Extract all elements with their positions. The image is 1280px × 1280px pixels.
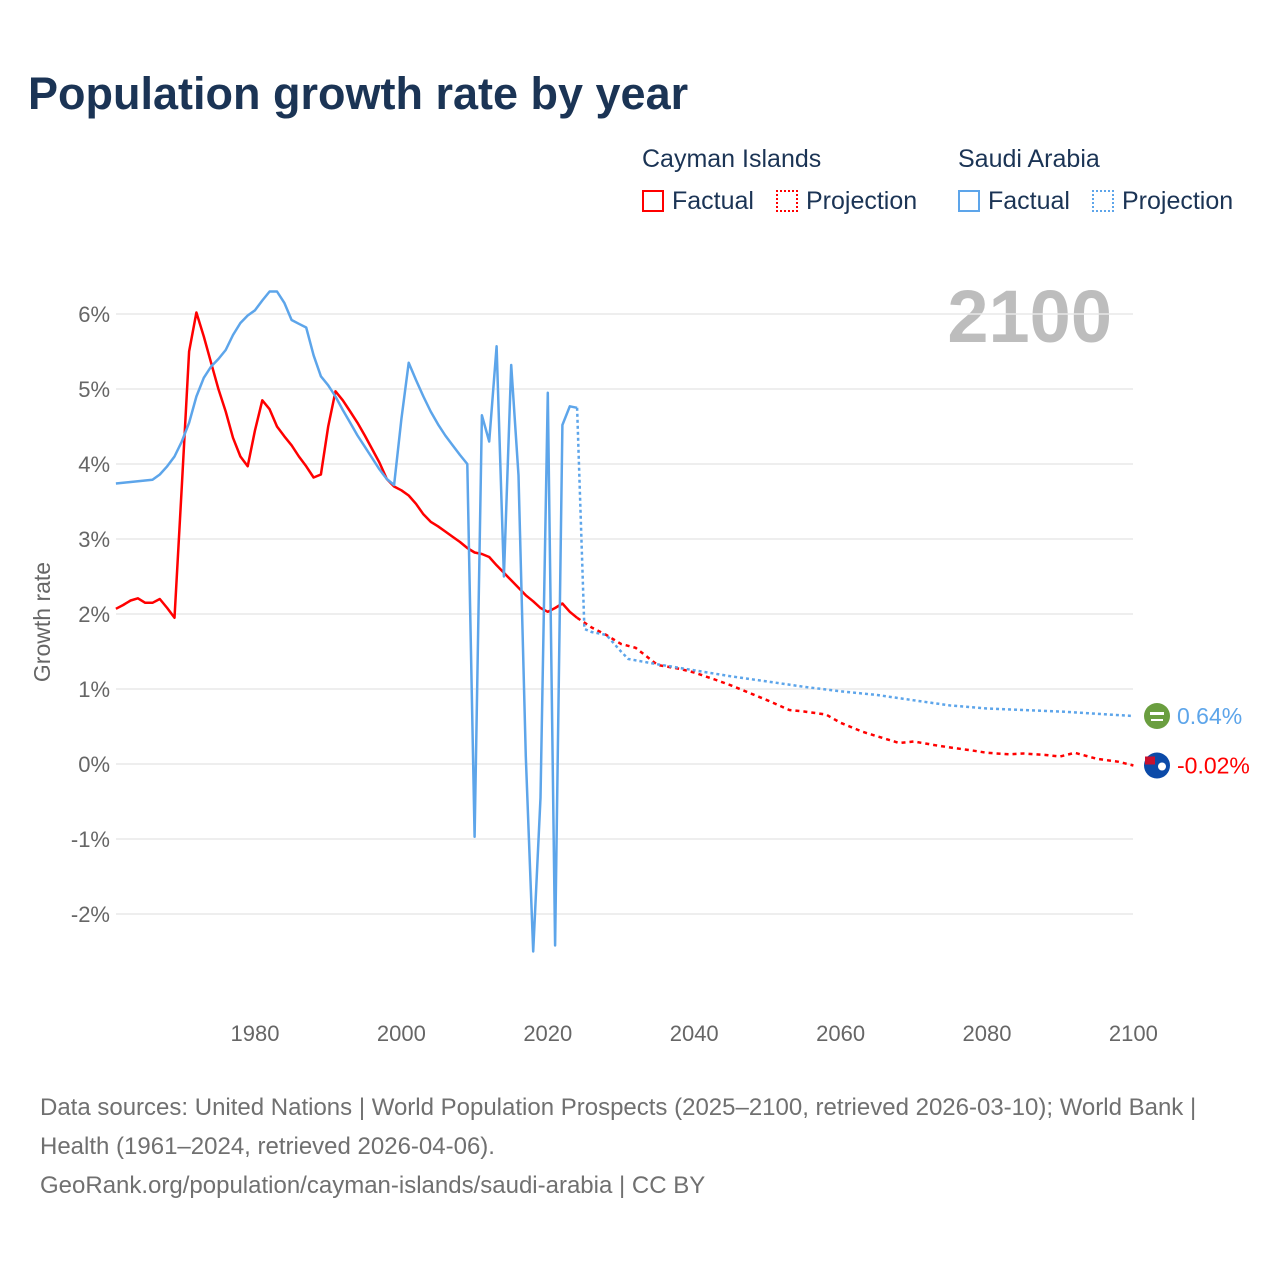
saudi-arabia-end-label: 0.64%	[1177, 703, 1242, 729]
y-tick-label: 1%	[78, 677, 110, 702]
legend-group-saudi: Saudi Arabia	[958, 145, 1100, 173]
legend-label: Projection	[806, 187, 918, 215]
y-tick-label: 2%	[78, 602, 110, 627]
y-tick-label: -1%	[71, 827, 110, 852]
x-tick-label: 2060	[816, 1021, 865, 1046]
cayman-islands-projection-line	[576, 616, 1134, 767]
y-tick-label: 0%	[78, 752, 110, 777]
y-tick-label: 5%	[78, 377, 110, 402]
y-tick-label: 4%	[78, 452, 110, 477]
legend-label: Projection	[1122, 187, 1234, 215]
legend-group-cayman: Cayman Islands	[642, 145, 822, 173]
legend-cayman-projection[interactable]: Projection	[776, 187, 917, 216]
year-display: 2100	[947, 275, 1112, 358]
source-link[interactable]: GeoRank.org/population/cayman-islands/sa…	[40, 1172, 706, 1199]
footer: Data sources: United Nations | World Pop…	[40, 1088, 1240, 1205]
x-tick-label: 1980	[231, 1021, 280, 1046]
legend-swatch-dotted	[1092, 190, 1114, 212]
y-tick-label: 6%	[78, 302, 110, 327]
legend-label: Factual	[672, 187, 754, 215]
legend-saudi-projection[interactable]: Projection	[1092, 187, 1233, 216]
x-tick-label: 2020	[523, 1021, 572, 1046]
x-tick-label: 2040	[670, 1021, 719, 1046]
x-tick-label: 2000	[377, 1021, 426, 1046]
x-tick-label: 2080	[963, 1021, 1012, 1046]
x-tick-label: 2100	[1109, 1021, 1158, 1046]
plot-area: 2100 -2% -1% 0% 1% 2% 3% 4% 5% 6% 1980 2000 2020 20…	[29, 275, 1250, 1046]
legend-swatch-solid	[958, 190, 980, 212]
cayman-islands-factual-line	[115, 311, 578, 620]
y-tick-label: -2%	[71, 902, 110, 927]
cayman-islands-flag-icon	[1144, 752, 1170, 779]
y-axis-label: Growth rate	[29, 562, 55, 682]
saudi-arabia-factual-line	[115, 290, 578, 953]
legend-cayman-factual[interactable]: Factual	[642, 187, 754, 216]
legend-label: Factual	[988, 187, 1070, 215]
legend-swatch-solid	[642, 190, 664, 212]
y-tick-label: 3%	[78, 527, 110, 552]
data-sources: Data sources: United Nations | World Pop…	[40, 1094, 1197, 1160]
saudi-arabia-flag-icon	[1144, 703, 1170, 729]
cayman-islands-end-label: -0.02%	[1177, 753, 1250, 779]
legend-swatch-dotted	[776, 190, 798, 212]
legend-saudi-factual[interactable]: Factual	[958, 187, 1070, 216]
chart-title: Population growth rate by year	[28, 68, 689, 119]
saudi-arabia-projection-line	[575, 407, 1134, 718]
